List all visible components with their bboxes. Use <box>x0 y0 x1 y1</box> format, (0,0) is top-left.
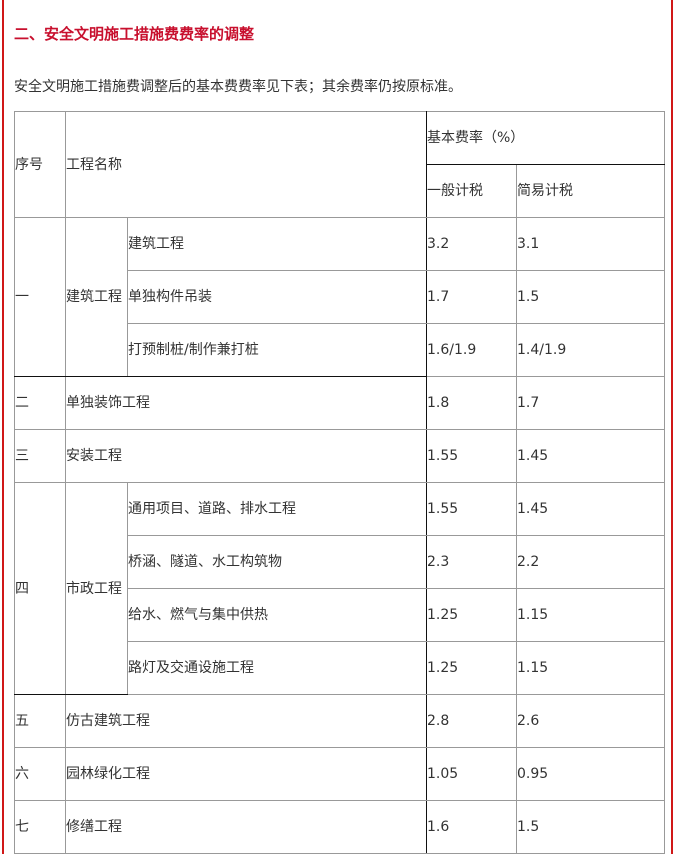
rate-general: 1.25 <box>426 588 517 642</box>
item-name: 修缮工程 <box>65 800 427 854</box>
frame-left-border <box>2 0 4 854</box>
table-row: 给水、燃气与集中供热 1.25 1.15 <box>15 588 665 642</box>
table-row: 七 修缮工程 1.6 1.5 <box>14 800 665 854</box>
group-name: 建筑工程 <box>65 217 128 377</box>
item-name: 建筑工程 <box>127 217 427 271</box>
header-subrow: 一般计税 简易计税 <box>15 164 665 218</box>
row-no: 五 <box>14 694 66 748</box>
rate-simple: 2.2 <box>516 535 665 589</box>
item-name: 路灯及交通设施工程 <box>127 641 427 695</box>
rate-general: 1.7 <box>426 270 517 324</box>
item-name: 安装工程 <box>65 429 427 483</box>
rate-general: 2.8 <box>426 694 517 748</box>
item-name: 单独装饰工程 <box>65 376 427 430</box>
intro-paragraph: 安全文明施工措施费调整后的基本费费率见下表；其余费率仍按原标准。 <box>14 79 462 95</box>
rate-general: 1.25 <box>426 641 517 695</box>
rate-simple: 1.15 <box>516 588 665 642</box>
header-simple: 简易计税 <box>516 164 665 218</box>
rate-general: 3.2 <box>426 217 517 271</box>
rate-simple: 1.45 <box>516 482 665 536</box>
rate-simple: 1.7 <box>516 376 665 430</box>
row-no: 一 <box>14 217 66 377</box>
rate-simple: 3.1 <box>516 217 665 271</box>
rate-general: 2.3 <box>426 535 517 589</box>
rate-simple: 2.6 <box>516 694 665 748</box>
rate-simple: 1.4/1.9 <box>516 323 665 377</box>
item-name: 桥涵、隧道、水工构筑物 <box>127 535 427 589</box>
table-row: 四 市政工程 通用项目、道路、排水工程 1.55 1.45 <box>14 482 665 695</box>
header-name: 工程名称 <box>65 111 427 218</box>
header-no: 序号 <box>14 111 66 218</box>
header-rate: 基本费率（%） <box>426 111 665 165</box>
rate-general: 1.8 <box>426 376 517 430</box>
section-heading: 二、安全文明施工措施费费率的调整 <box>14 25 255 43</box>
rate-simple: 1.5 <box>516 270 665 324</box>
group-name: 市政工程 <box>65 482 128 695</box>
table-row: 五 仿古建筑工程 2.8 2.6 <box>14 694 665 748</box>
table-row: 单独构件吊装 1.7 1.5 <box>15 270 665 324</box>
item-name: 给水、燃气与集中供热 <box>127 588 427 642</box>
table-row: 三 安装工程 1.55 1.45 <box>14 429 665 483</box>
rate-simple: 1.5 <box>516 800 665 854</box>
item-name: 通用项目、道路、排水工程 <box>127 482 427 536</box>
rate-general: 1.6/1.9 <box>426 323 517 377</box>
frame-right-border <box>671 0 673 854</box>
table-row: 六 园林绿化工程 1.05 0.95 <box>14 747 665 801</box>
rate-general: 1.05 <box>426 747 517 801</box>
table-row: 打预制桩/制作兼打桩 1.6/1.9 1.4/1.9 <box>15 323 665 377</box>
rate-simple: 1.15 <box>516 641 665 695</box>
header-row: 序号 工程名称 基本费率（%） <box>14 111 665 218</box>
rate-simple: 1.45 <box>516 429 665 483</box>
item-name: 园林绿化工程 <box>65 747 427 801</box>
item-name: 单独构件吊装 <box>127 270 427 324</box>
row-no: 二 <box>14 376 66 430</box>
rate-general: 1.55 <box>426 429 517 483</box>
item-name: 打预制桩/制作兼打桩 <box>127 323 427 377</box>
rate-simple: 0.95 <box>516 747 665 801</box>
table-row: 二 单独装饰工程 1.8 1.7 <box>14 376 665 430</box>
rate-general: 1.6 <box>426 800 517 854</box>
row-no: 三 <box>14 429 66 483</box>
rate-table: 序号 工程名称 基本费率（%） 一般计税 简易计税 一 建筑工程 建筑工程 3.… <box>14 111 665 854</box>
table-row: 桥涵、隧道、水工构筑物 2.3 2.2 <box>15 535 665 589</box>
row-no: 七 <box>14 800 66 854</box>
item-name: 仿古建筑工程 <box>65 694 427 748</box>
row-no: 四 <box>14 482 66 695</box>
rate-general: 1.55 <box>426 482 517 536</box>
header-general: 一般计税 <box>426 164 517 218</box>
table-row: 一 建筑工程 建筑工程 3.2 3.1 <box>14 217 665 377</box>
table-row: 路灯及交通设施工程 1.25 1.15 <box>15 641 665 695</box>
row-no: 六 <box>14 747 66 801</box>
